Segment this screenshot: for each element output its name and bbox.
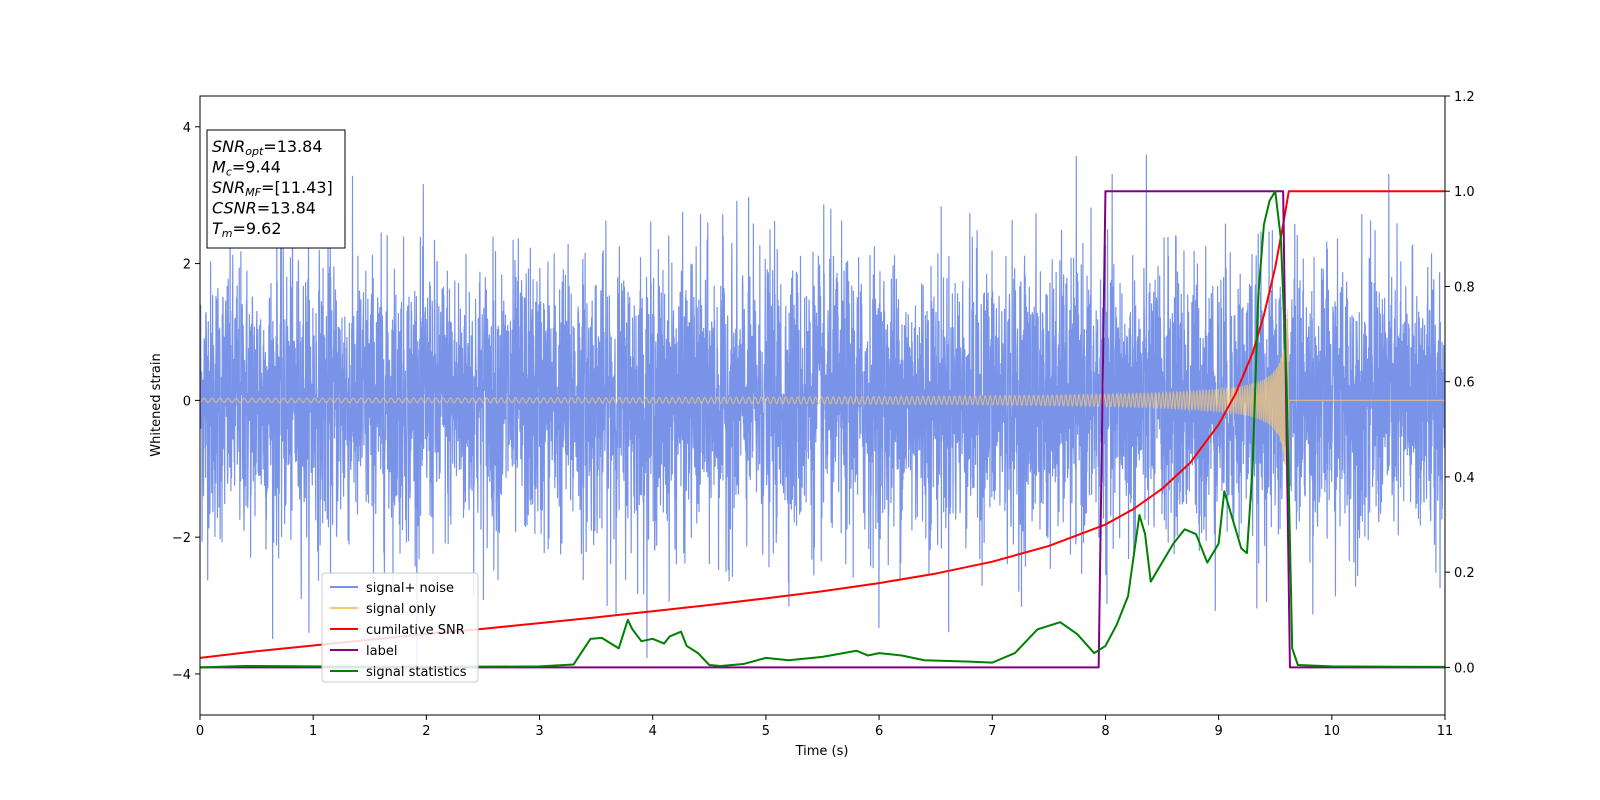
plot-frame [199, 95, 1446, 716]
x-axis: 0 1 2 3 4 5 6 7 8 9 10 11 [196, 715, 1453, 739]
y-tick-label: −4 [172, 668, 191, 683]
y-axis-right: 0.0 0.2 0.4 0.6 0.8 1.0 1.2 [1445, 90, 1475, 676]
y-tick-label: 4 [183, 121, 191, 136]
y-tick-label: −2 [172, 531, 191, 546]
x-tick-label: 7 [988, 724, 996, 739]
series-signal-noise [200, 154, 1445, 677]
annotation-line: CSNR=13.84 [212, 199, 316, 218]
y-axis-left: −4 −2 0 2 4 [172, 121, 200, 683]
x-tick-label: 1 [309, 724, 317, 739]
annotation-line: SNRMF=[11.43] [212, 178, 333, 199]
x-tick-label: 3 [535, 724, 543, 739]
x-tick-label: 9 [1214, 724, 1222, 739]
legend-label: signal only [366, 602, 436, 617]
x-tick-label: 10 [1324, 724, 1341, 739]
legend: signal+ noise signal only cumilative SNR la… [321, 572, 479, 683]
y2-tick-label: 0.6 [1454, 376, 1475, 391]
x-tick-label: 8 [1101, 724, 1109, 739]
x-tick-label: 5 [762, 724, 770, 739]
annotation-box: SNRopt=13.84Mc=9.44SNRMF=[11.43]CSNR=13.… [206, 129, 346, 249]
y-tick-label: 0 [183, 394, 191, 409]
x-tick-label: 6 [875, 724, 883, 739]
legend-label: signal+ noise [366, 581, 454, 596]
x-tick-label: 2 [422, 724, 430, 739]
annotation-line: Mc=9.44 [212, 158, 281, 179]
y2-tick-label: 1.0 [1454, 185, 1475, 200]
y2-tick-label: 0.2 [1454, 566, 1475, 581]
x-axis-label: Time (s) [795, 744, 849, 759]
legend-label: signal statistics [366, 665, 467, 680]
y2-tick-label: 1.2 [1454, 90, 1475, 105]
legend-label: label [366, 644, 397, 659]
series-signal-statistics [200, 190, 1445, 669]
legend-label: cumilative SNR [366, 623, 465, 638]
y2-tick-label: 0.8 [1454, 280, 1475, 295]
x-tick-label: 4 [649, 724, 657, 739]
series-label [200, 190, 1445, 669]
y-tick-label: 2 [183, 258, 191, 273]
y2-tick-label: 0.0 [1454, 661, 1475, 676]
y-axis-label: Whitened strain [149, 353, 164, 456]
x-tick-label: 11 [1437, 724, 1454, 739]
annotation-line: Tm=9.62 [212, 219, 282, 240]
y2-tick-label: 0.4 [1454, 471, 1475, 486]
x-tick-label: 0 [196, 724, 204, 739]
annotation-line: SNRopt=13.84 [212, 137, 323, 158]
